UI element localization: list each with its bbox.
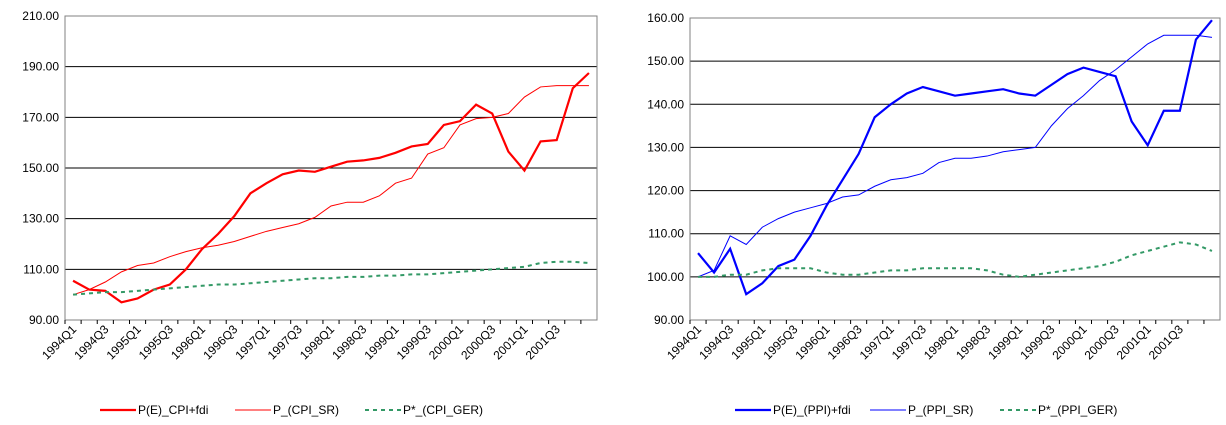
y-tick-label: 210.00 — [22, 9, 59, 23]
x-tick-label: 2000Q3 — [1082, 322, 1122, 362]
y-tick-label: 100.00 — [647, 270, 684, 284]
x-tick-label: 1998Q3 — [329, 322, 369, 362]
y-tick-label: 140.00 — [647, 97, 684, 111]
y-tick-label: 90.00 — [29, 313, 59, 327]
x-tick-label: 2001Q3 — [1146, 322, 1186, 362]
legend-label: P*_(CPI_GER) — [403, 403, 483, 417]
x-tick-label: 1999Q3 — [1017, 322, 1057, 362]
y-tick-label: 170.00 — [22, 110, 59, 124]
legend-label: P*_(PPI_GER) — [1038, 403, 1117, 417]
x-tick-label: 1994Q1 — [664, 322, 704, 362]
plot-area — [64, 15, 598, 321]
x-tick-label: 1995Q3 — [136, 322, 176, 362]
series-line — [697, 19, 1213, 296]
y-tick-label: 190.00 — [22, 60, 59, 74]
x-tick-label: 1995Q1 — [104, 322, 144, 362]
x-tick-label: 1999Q3 — [394, 322, 434, 362]
y-tick-label: 160.00 — [647, 11, 684, 25]
x-tick-label: 1997Q3 — [889, 322, 929, 362]
x-tick-label: 1996Q1 — [793, 322, 833, 362]
legend-label: P(E)_CPI+fdi — [138, 403, 208, 417]
y-tick-label: 150.00 — [22, 161, 59, 175]
x-tick-label: 1997Q1 — [857, 322, 897, 362]
x-tick-label: 1994Q3 — [696, 322, 736, 362]
x-tick-label: 2001Q3 — [523, 322, 563, 362]
x-tick-label: 1999Q1 — [985, 322, 1025, 362]
plot-area — [689, 17, 1221, 321]
series-line — [72, 72, 590, 304]
legend-label: P_(CPI_SR) — [273, 403, 339, 417]
y-tick-label: 110.00 — [648, 227, 684, 241]
x-tick-label: 2001Q1 — [490, 322, 530, 362]
x-tick-label: 2000Q1 — [426, 322, 466, 362]
x-tick-label: 1995Q3 — [760, 322, 800, 362]
x-tick-label: 2000Q3 — [458, 322, 498, 362]
y-tick-label: 150.00 — [647, 54, 684, 68]
y-tick-label: 90.00 — [654, 313, 684, 327]
x-tick-label: 2001Q1 — [1114, 322, 1154, 362]
x-tick-label: 1997Q1 — [233, 322, 273, 362]
series-line — [697, 34, 1213, 278]
x-tick-label: 1996Q1 — [168, 322, 208, 362]
x-tick-label: 2000Q1 — [1050, 322, 1090, 362]
y-tick-label: 120.00 — [647, 184, 684, 198]
x-tick-label: 1999Q1 — [362, 322, 402, 362]
x-tick-label: 1998Q1 — [921, 322, 961, 362]
x-tick-label: 1997Q3 — [265, 322, 305, 362]
series-line — [72, 85, 589, 296]
series-line — [698, 241, 1213, 278]
y-tick-label: 110.00 — [23, 262, 59, 276]
x-tick-label: 1998Q3 — [953, 322, 993, 362]
x-tick-label: 1998Q1 — [297, 322, 337, 362]
x-tick-label: 1996Q3 — [200, 322, 240, 362]
x-tick-label: 1996Q3 — [825, 322, 865, 362]
x-tick-label: 1994Q3 — [71, 322, 111, 362]
x-tick-label: 1995Q1 — [728, 322, 768, 362]
legend-label: P_(PPI_SR) — [908, 403, 973, 417]
y-tick-label: 130.00 — [22, 212, 59, 226]
series-line — [72, 260, 590, 296]
x-tick-label: 1994Q1 — [39, 322, 79, 362]
legend-label: P(E)_(PPI)+fdi — [773, 403, 851, 417]
y-tick-label: 130.00 — [647, 140, 684, 154]
